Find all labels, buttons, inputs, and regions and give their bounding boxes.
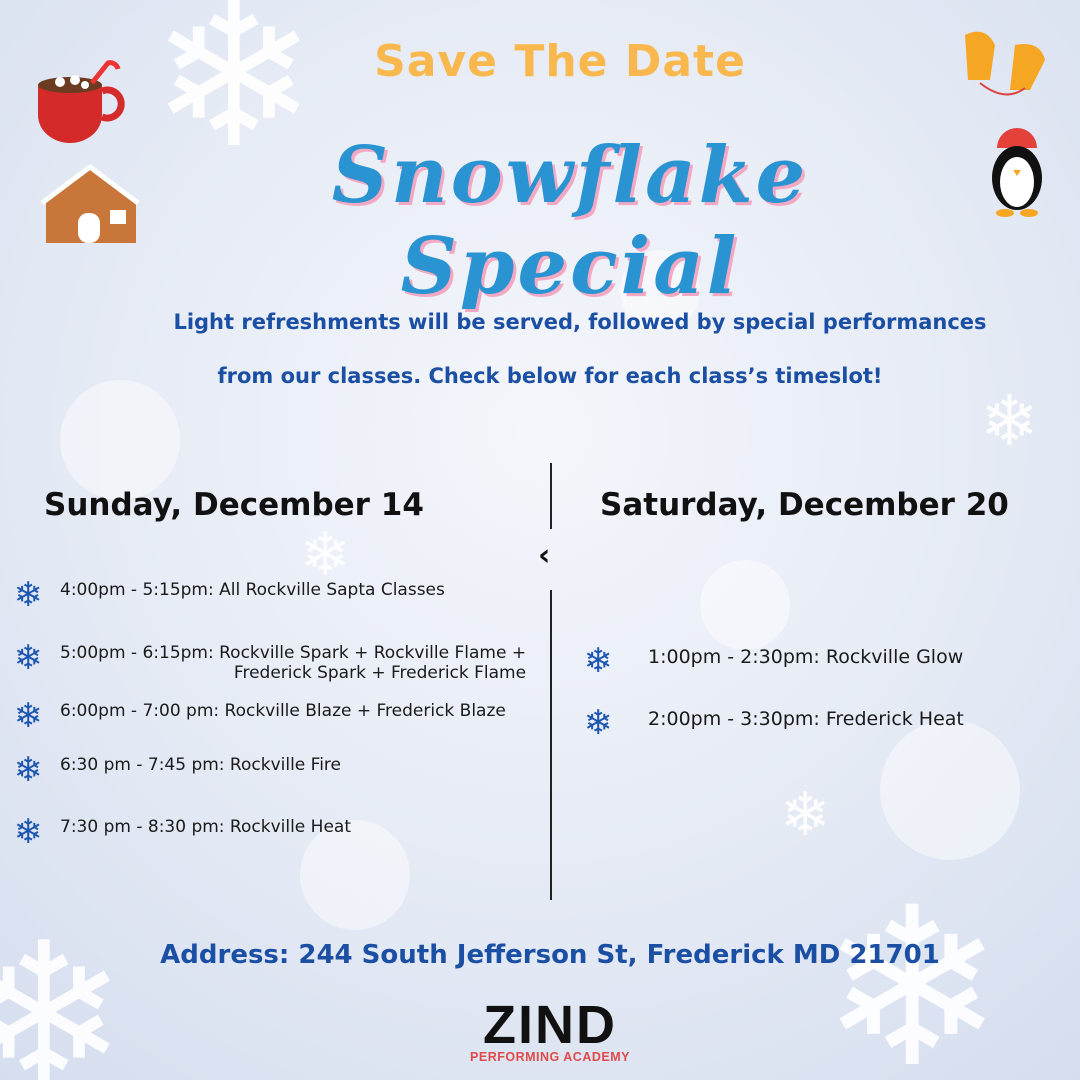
snowflake-icon: ❄ xyxy=(13,575,43,615)
right-day-heading: Saturday, December 20 xyxy=(600,487,1009,523)
schedule-item: ❄ 6:00pm - 7:00 pm: Rockville Blaze + Fr… xyxy=(10,696,506,736)
logo-subtitle: PERFORMING ACADEMY xyxy=(470,1050,630,1064)
schedule-item: ❄ 1:00pm - 2:30pm: Rockville Glow xyxy=(580,641,964,681)
logo-wordmark: ZIND xyxy=(483,995,617,1055)
snowflake-icon: ❄ xyxy=(583,641,613,681)
chevron-left-icon: ‹ xyxy=(538,538,551,573)
snowflake-icon: ❄ xyxy=(13,638,43,678)
column-divider-top xyxy=(550,463,552,529)
zind-logo: ZIND PERFORMING ACADEMY xyxy=(440,995,660,1064)
snowflake-icon: ❄ xyxy=(13,696,43,736)
left-day-heading: Sunday, December 14 xyxy=(44,487,424,523)
schedule-item: ❄ 5:00pm - 6:15pm: Rockville Spark + Roc… xyxy=(10,638,526,683)
intro-line-1: Light refreshments will be served, follo… xyxy=(173,310,987,334)
snowflake-icon: ❄ xyxy=(13,750,43,790)
event-title: Snowflake Special xyxy=(331,130,809,312)
schedule-item: ❄ 2:00pm - 3:30pm: Frederick Heat xyxy=(580,703,964,743)
snowflake-icon: ❄ xyxy=(13,812,43,852)
hot-cocoa-mug-icon xyxy=(38,60,125,143)
mittens-icon xyxy=(965,31,1045,96)
column-divider-bottom xyxy=(550,590,552,900)
gingerbread-house-icon xyxy=(40,165,140,243)
intro-line-2: from our classes. Check below for each c… xyxy=(217,364,883,388)
penguin-icon xyxy=(992,128,1042,217)
schedule-item: ❄ 6:30 pm - 7:45 pm: Rockville Fire xyxy=(10,750,341,790)
address: Address: 244 South Jefferson St, Frederi… xyxy=(160,940,940,970)
save-the-date-heading: Save The Date xyxy=(374,36,746,87)
schedule-item: ❄ 7:30 pm - 8:30 pm: Rockville Heat xyxy=(10,812,351,852)
schedule-item: ❄ 4:00pm - 5:15pm: All Rockville Sapta C… xyxy=(10,575,445,615)
snowflake-icon: ❄ xyxy=(583,703,613,743)
